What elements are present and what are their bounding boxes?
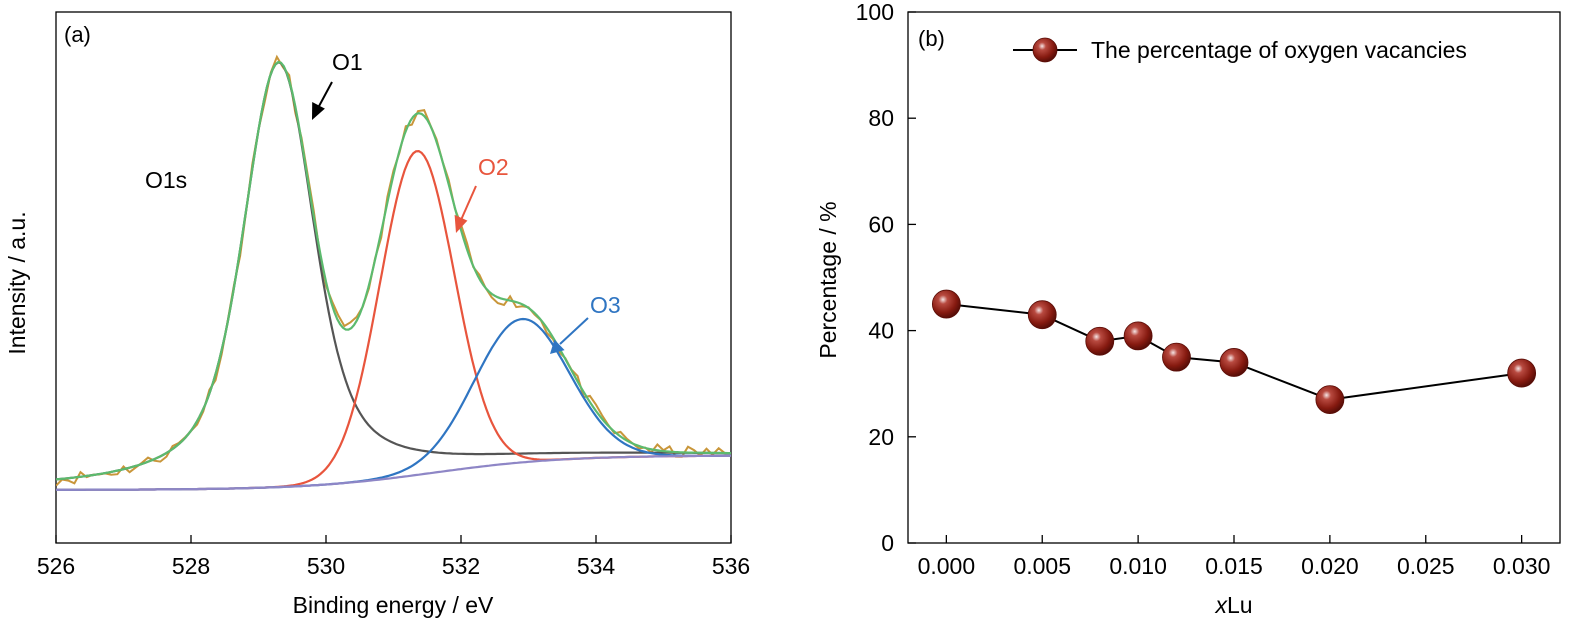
y-tick-label-3: 60 xyxy=(868,211,894,237)
arrow-o2 xyxy=(454,185,477,233)
background-line xyxy=(56,454,731,491)
x-axis-label-element: Lu xyxy=(1227,592,1253,618)
data-point-5 xyxy=(1219,348,1249,377)
panel-b-label: (b) xyxy=(918,26,945,51)
annotation-o2: O2 xyxy=(478,154,509,180)
data-point-0 xyxy=(931,289,961,319)
x-tick-label-6: 0.030 xyxy=(1493,553,1551,579)
x-tick-label-1: 528 xyxy=(172,553,210,579)
y-tick-label-2: 40 xyxy=(868,318,894,344)
annotation-o3: O3 xyxy=(590,292,621,318)
data-point-6 xyxy=(1315,385,1345,415)
fitted-envelope-line xyxy=(56,60,731,481)
y-tick-label-0: 0 xyxy=(881,530,894,556)
o2-peak-line xyxy=(56,149,731,491)
panel-a-x-ticks: 526 528 530 532 534 536 xyxy=(37,535,750,579)
data-point-4 xyxy=(1162,342,1191,372)
legend-marker xyxy=(1032,37,1058,63)
panel-b-x-axis-label: xLu xyxy=(1214,592,1252,618)
x-tick-label-5: 0.025 xyxy=(1397,553,1455,579)
x-tick-label-2: 530 xyxy=(307,553,345,579)
x-tick-label-3: 532 xyxy=(442,553,480,579)
legend-label: The percentage of oxygen vacancies xyxy=(1091,37,1467,63)
panel-a-frame xyxy=(55,11,732,544)
panel-a-y-axis-label: Intensity / a.u. xyxy=(4,211,30,354)
y-tick-label-4: 80 xyxy=(868,105,894,131)
panel-b-y-axis-label: Percentage / % xyxy=(815,201,841,358)
x-tick-label-1: 0.005 xyxy=(1013,553,1071,579)
y-tick-label-1: 20 xyxy=(868,424,894,450)
o1-peak-line xyxy=(56,61,731,481)
arrow-o1 xyxy=(312,81,333,120)
x-tick-label-0: 0.000 xyxy=(918,553,976,579)
panel-a-xps-spectrum: 526 528 530 532 534 536 (a) Binding energy / … xyxy=(4,11,750,618)
annotation-o1s: O1s xyxy=(145,167,187,193)
data-point-3 xyxy=(1123,321,1153,351)
y-tick-label-5: 100 xyxy=(856,0,894,25)
data-point-7 xyxy=(1507,358,1537,388)
panel-b-series xyxy=(931,289,1537,415)
x-tick-label-4: 0.020 xyxy=(1301,553,1359,579)
arrow-o3 xyxy=(550,317,589,354)
x-axis-label-variable: x xyxy=(1214,592,1228,618)
panel-a-x-axis-label: Binding energy / eV xyxy=(293,592,494,618)
measured-spectrum-line xyxy=(56,54,731,487)
legend: The percentage of oxygen vacancies xyxy=(1013,37,1467,63)
data-point-1 xyxy=(1027,300,1057,330)
panel-a-label: (a) xyxy=(64,22,91,47)
o3-peak-line xyxy=(56,317,731,491)
x-tick-label-4: 534 xyxy=(577,553,616,579)
x-tick-label-2: 0.010 xyxy=(1109,553,1167,579)
x-tick-label-0: 526 xyxy=(37,553,75,579)
panel-a-curves xyxy=(56,54,731,491)
panel-b-ticks: 0.000 0.005 0.010 0.015 0.020 0.025 0.030 0 20 40… xyxy=(856,0,1551,579)
x-tick-label-5: 536 xyxy=(712,553,750,579)
data-point-2 xyxy=(1085,326,1115,356)
panel-b-frame xyxy=(907,11,1561,544)
panel-b-oxygen-vacancy-chart: 0.000 0.005 0.010 0.015 0.020 0.025 0.030 0 20 40… xyxy=(815,0,1561,618)
annotation-o1: O1 xyxy=(332,49,363,75)
x-tick-label-3: 0.015 xyxy=(1205,553,1263,579)
